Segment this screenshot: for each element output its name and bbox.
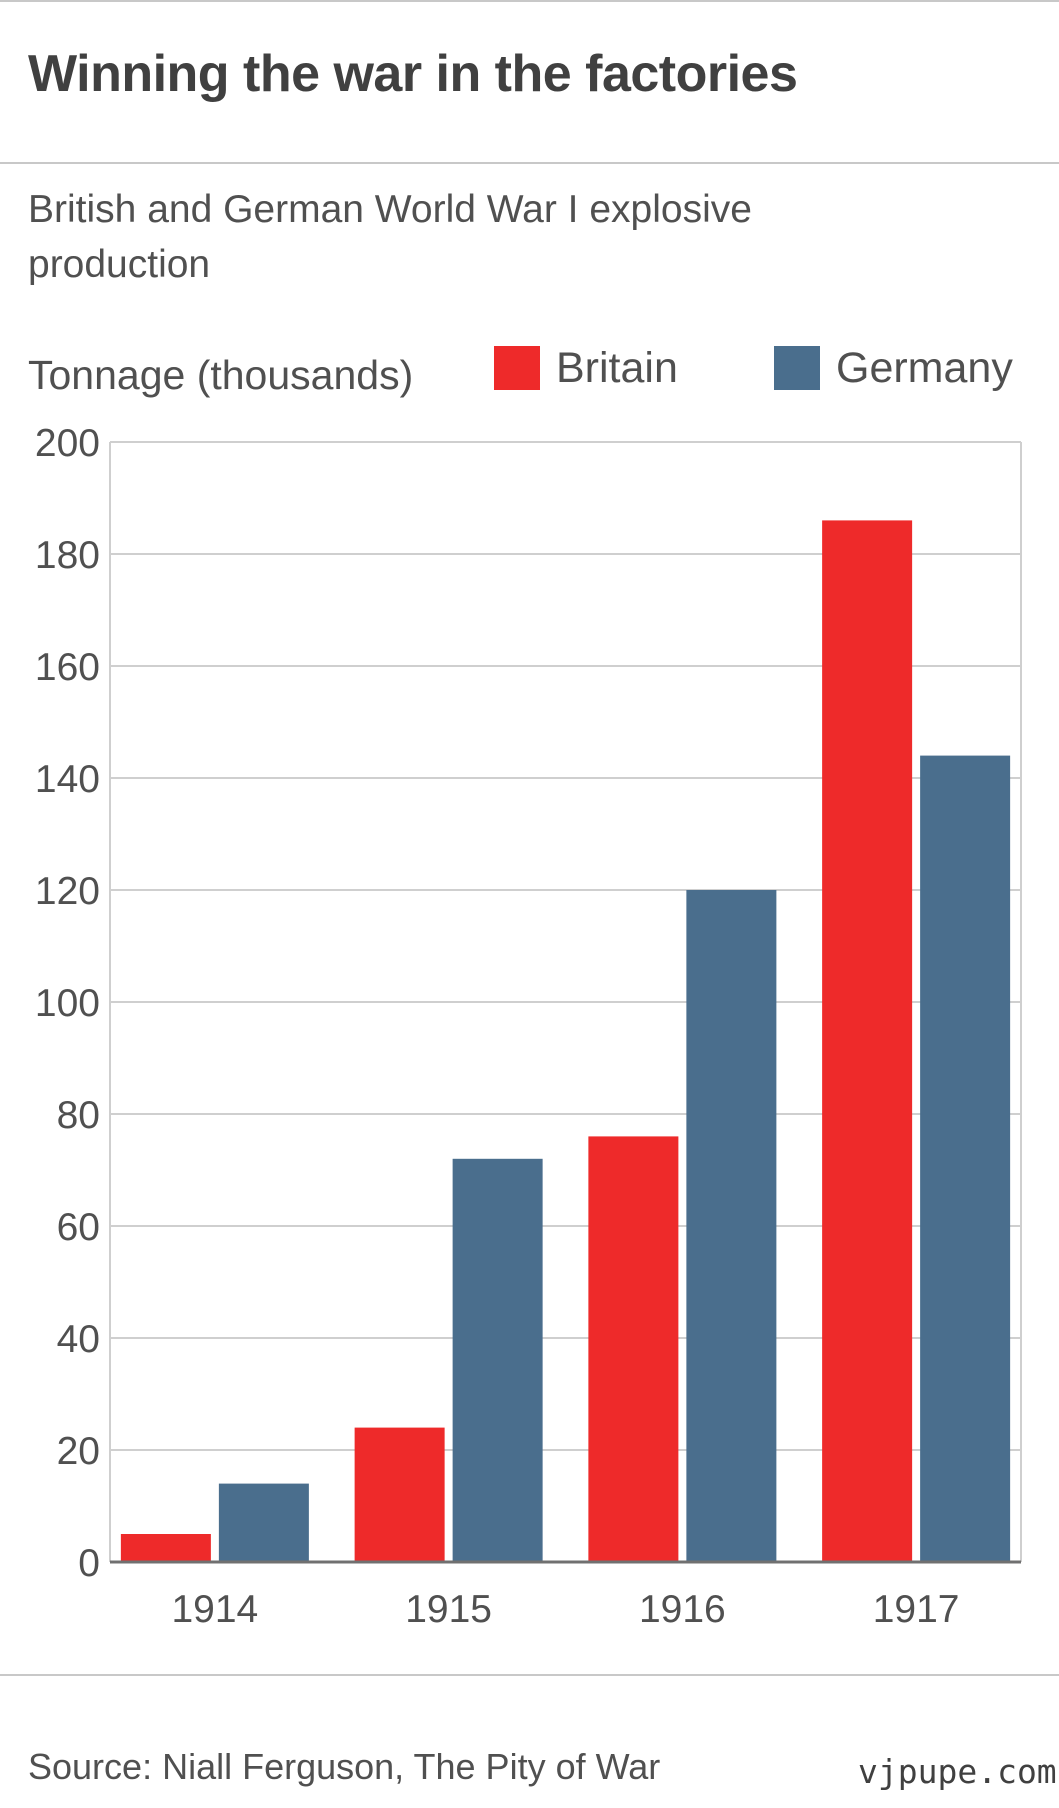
y-tick-label-200: 200 [35,422,100,465]
bar-britain-1915 [354,1427,445,1562]
y-tick-label-180: 180 [35,534,100,577]
title-divider [0,162,1059,164]
footer-divider [0,1674,1059,1676]
y-tick-label-0: 0 [78,1542,100,1585]
legend-swatch-germany [774,346,820,390]
legend-label-germany: Germany [836,343,1013,392]
bar-britain-1914 [120,1534,211,1562]
bar-germany-1917 [920,755,1011,1562]
bar-chart: 0 20 40 60 80 100 120 140 160 180 200 1914 1915 1916… [35,422,1022,1631]
legend-item-britain: Britain [494,344,678,392]
legend-swatch-britain [494,346,540,390]
chart-subtitle: British and German World War I explosive… [28,188,752,286]
y-tick-labels: 0 20 40 60 80 100 120 140 160 180 200 [35,422,100,1585]
axes [109,442,1022,1564]
legend-item-germany: Germany [774,344,1013,392]
y-tick-label-60: 60 [57,1206,100,1249]
x-tick-labels: 1914 1915 1916 1917 [171,1588,959,1631]
x-tick-label-1914: 1914 [171,1588,258,1631]
bar-germany-1915 [452,1158,543,1562]
y-tick-label-80: 80 [57,1094,100,1137]
legend-label-britain: Britain [556,343,678,392]
y-tick-label-160: 160 [35,646,100,689]
y-tick-label-120: 120 [35,870,100,913]
watermark: vjpupe.com [858,1752,1057,1791]
x-tick-label-1917: 1917 [873,1588,960,1631]
x-tick-label-1916: 1916 [639,1588,726,1631]
y-axis-label: Tonnage (thousands) [28,352,414,398]
bars [120,520,1011,1562]
source-note: Source: Niall Ferguson, The Pity of War [28,1746,661,1787]
y-tick-label-20: 20 [57,1430,100,1473]
bar-britain-1916 [588,1136,679,1562]
bar-britain-1917 [822,520,913,1562]
y-tick-label-100: 100 [35,982,100,1025]
y-tick-label-140: 140 [35,758,100,801]
top-rule [0,0,1059,2]
bar-germany-1914 [218,1483,309,1562]
chart-title: Winning the war in the factories [28,45,798,103]
x-tick-label-1915: 1915 [405,1588,492,1631]
y-tick-label-40: 40 [57,1318,100,1361]
bar-germany-1916 [686,890,777,1562]
grid-lines [110,441,1021,1451]
